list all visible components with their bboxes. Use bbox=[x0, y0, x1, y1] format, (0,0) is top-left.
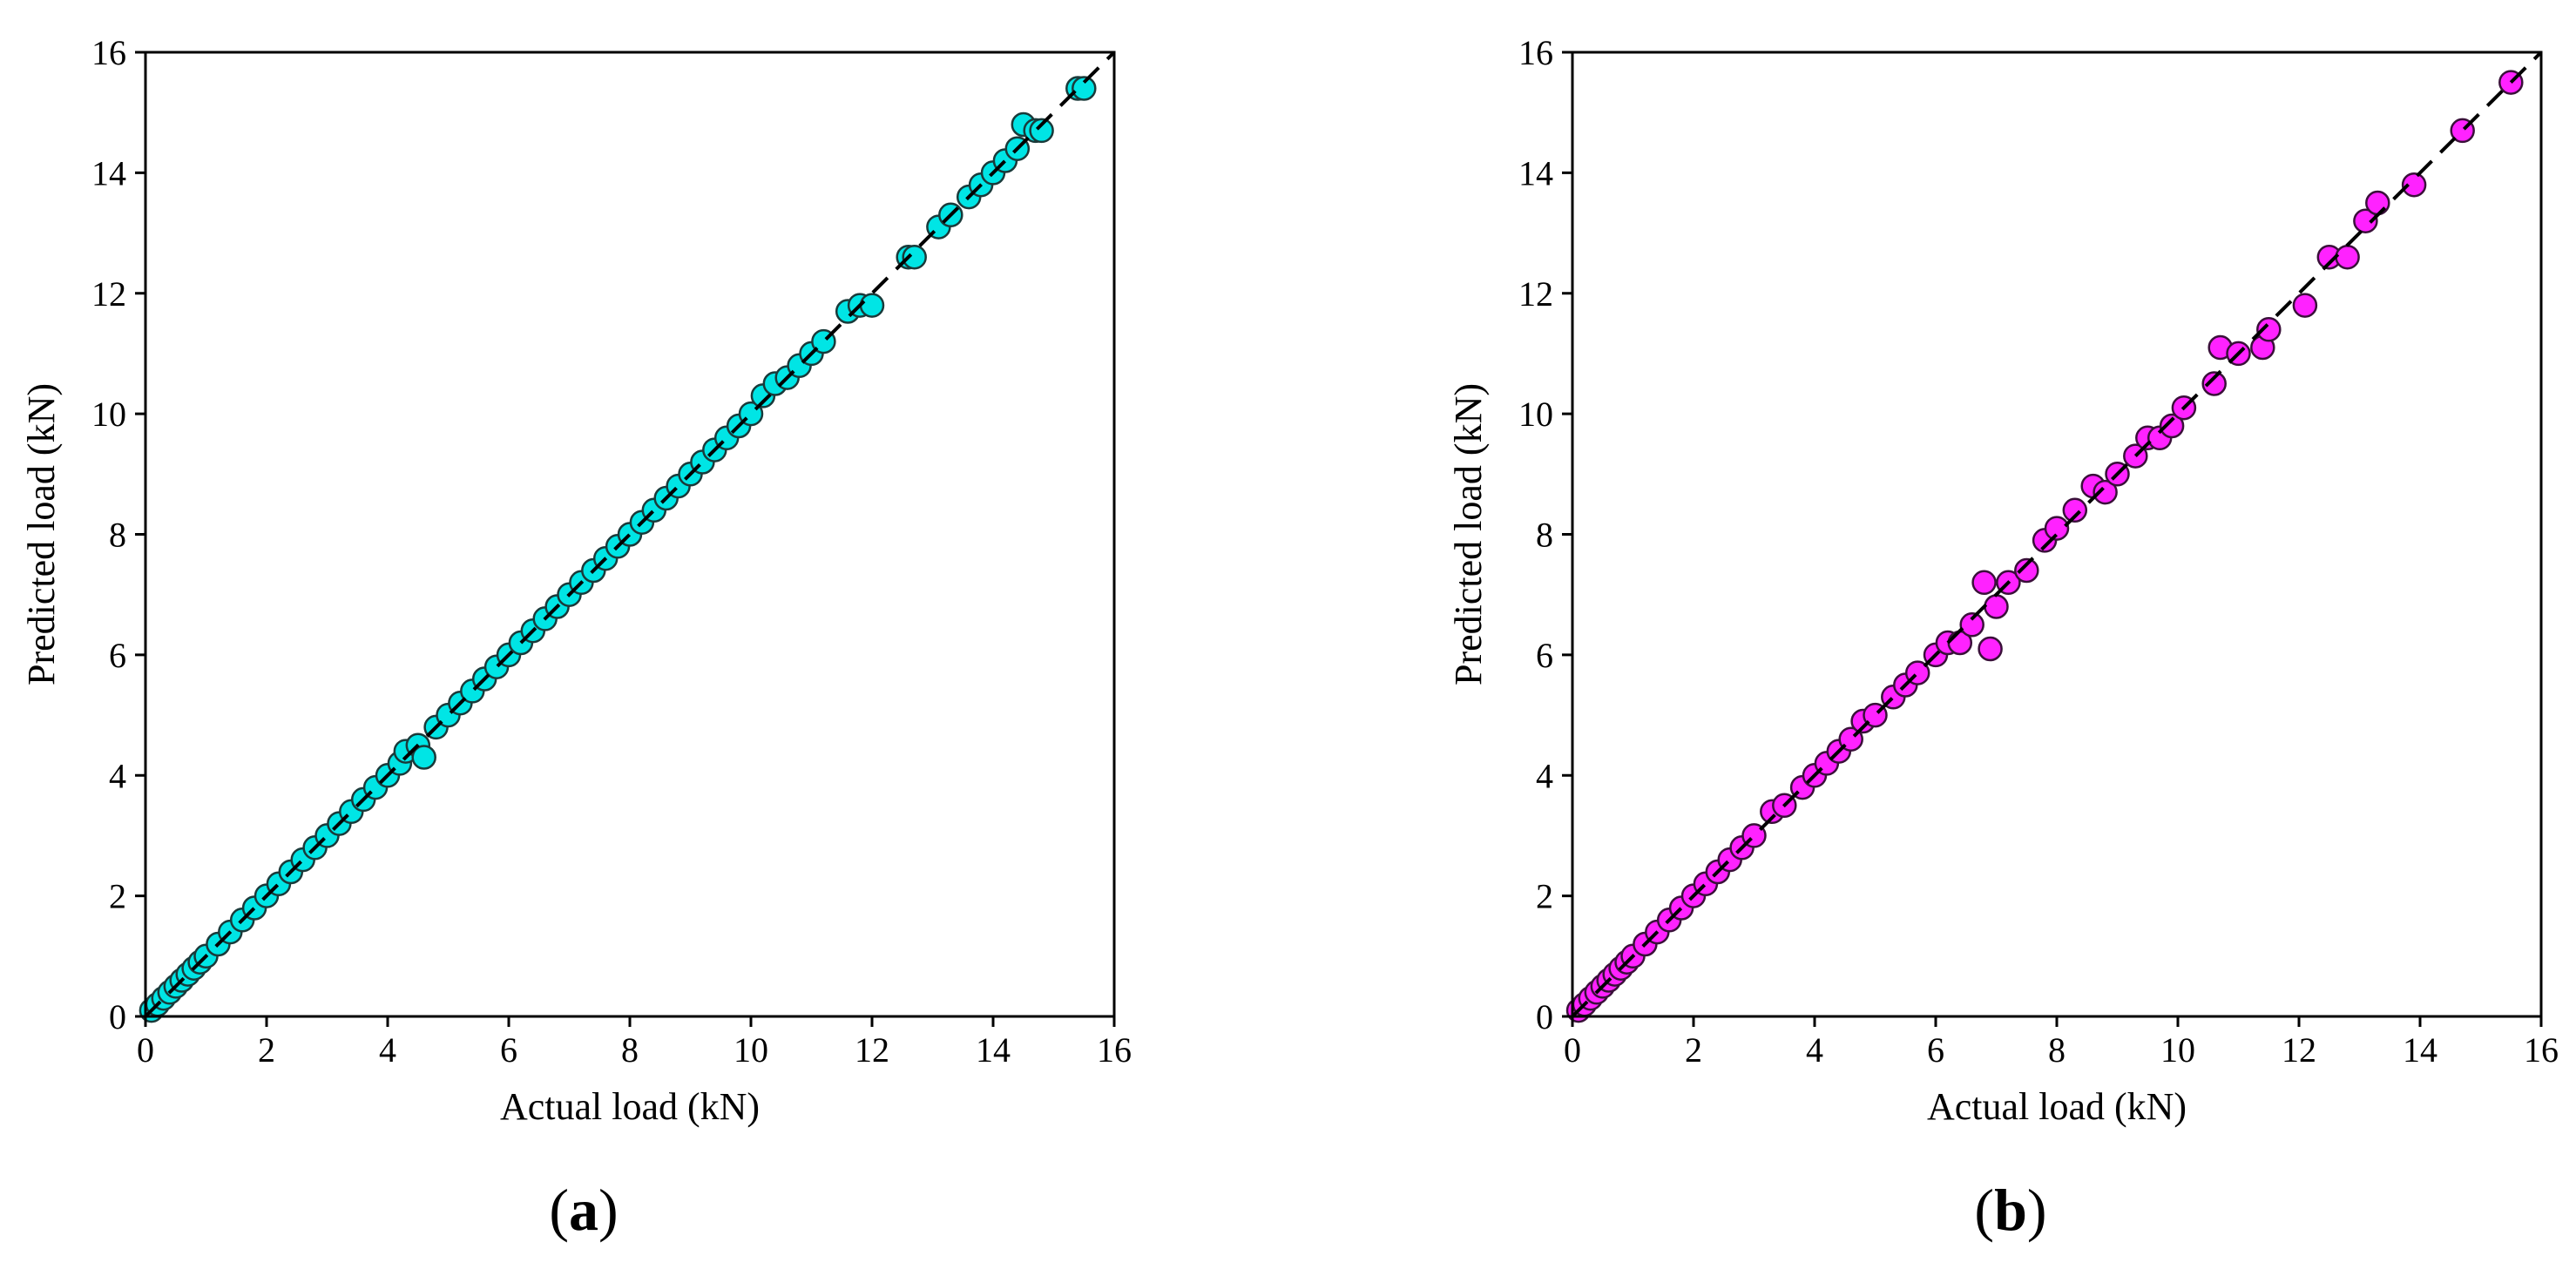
x-tick-label-b: 10 bbox=[2160, 1030, 2195, 1070]
scatter-point-b bbox=[2256, 317, 2282, 342]
scatter-point-b bbox=[2365, 190, 2390, 216]
x-tick-label-a: 16 bbox=[1097, 1030, 1132, 1070]
identity-reference-line-b bbox=[1571, 51, 2543, 1018]
scatter-point-b bbox=[2401, 172, 2427, 198]
scatter-point-b bbox=[2201, 371, 2227, 396]
y-axis-ticks-b: 0 2 4 6 8 10 12 14 16 bbox=[1518, 33, 1572, 1036]
x-tick-label-a: 4 bbox=[379, 1030, 396, 1070]
scatter-point-b bbox=[2062, 497, 2088, 523]
scatter-point-b bbox=[1971, 570, 1997, 596]
y-tick-label-a: 4 bbox=[109, 756, 126, 795]
x-axis-title-a: Actual load (kN) bbox=[500, 1085, 760, 1128]
panel-label-b: (b) bbox=[1974, 1177, 2046, 1243]
scatter-panel-a: 0 2 4 6 8 10 12 14 16 0 2 4 6 8 10 12 14 16 Actual load … bbox=[20, 33, 1132, 1243]
y-tick-label-a: 0 bbox=[109, 997, 126, 1036]
scatter-point-a bbox=[859, 293, 885, 318]
x-tick-label-b: 14 bbox=[2403, 1030, 2437, 1070]
y-tick-label-b: 6 bbox=[1536, 636, 1553, 675]
identity-reference-line-a bbox=[144, 51, 1116, 1018]
x-tick-label-a: 6 bbox=[500, 1030, 517, 1070]
x-axis-ticks-b: 0 2 4 6 8 10 12 14 16 bbox=[1564, 1016, 2559, 1070]
scatter-point-b bbox=[1959, 612, 1984, 638]
scatter-point-b bbox=[2044, 516, 2070, 541]
x-tick-label-b: 2 bbox=[1685, 1030, 1702, 1070]
y-tick-label-a: 8 bbox=[109, 516, 126, 555]
scatter-point-b bbox=[2292, 293, 2318, 318]
scatter-panel-b: 0 2 4 6 8 10 12 14 16 0 2 4 6 8 10 12 14 16 Actual load … bbox=[1447, 33, 2559, 1243]
y-axis-ticks-a: 0 2 4 6 8 10 12 14 16 bbox=[91, 33, 145, 1036]
scatter-point-b bbox=[2093, 479, 2118, 505]
x-tick-label-a: 8 bbox=[621, 1030, 639, 1070]
x-tick-label-b: 6 bbox=[1927, 1030, 1944, 1070]
y-tick-label-a: 2 bbox=[109, 877, 126, 916]
x-tick-label-b: 0 bbox=[1564, 1030, 1581, 1070]
scatter-point-a bbox=[1072, 76, 1097, 101]
x-tick-label-a: 0 bbox=[137, 1030, 154, 1070]
x-tick-label-a: 14 bbox=[976, 1030, 1011, 1070]
y-tick-label-a: 14 bbox=[91, 153, 126, 192]
y-tick-label-b: 10 bbox=[1518, 395, 1553, 434]
x-tick-label-b: 12 bbox=[2282, 1030, 2316, 1070]
y-tick-label-b: 4 bbox=[1536, 756, 1553, 795]
scatter-point-b bbox=[1984, 594, 2009, 619]
x-axis-title-b: Actual load (kN) bbox=[1927, 1085, 2187, 1128]
y-tick-label-a: 10 bbox=[91, 395, 126, 434]
x-tick-label-b: 4 bbox=[1806, 1030, 1823, 1070]
scatter-point-a bbox=[411, 745, 436, 770]
y-tick-label-b: 14 bbox=[1518, 153, 1553, 192]
x-tick-label-a: 2 bbox=[258, 1030, 275, 1070]
y-tick-label-b: 2 bbox=[1536, 877, 1553, 916]
y-tick-label-b: 8 bbox=[1536, 516, 1553, 555]
y-tick-label-a: 6 bbox=[109, 636, 126, 675]
y-tick-label-b: 16 bbox=[1518, 33, 1553, 72]
y-axis-title-b: Predicted load (kN) bbox=[1447, 383, 1490, 685]
panel-label-a: (a) bbox=[549, 1177, 618, 1243]
x-tick-label-a: 10 bbox=[734, 1030, 768, 1070]
y-tick-label-b: 12 bbox=[1518, 274, 1553, 314]
scatter-points-a bbox=[139, 76, 1097, 1023]
y-tick-label-b: 0 bbox=[1536, 997, 1553, 1036]
panel-letter-b: b bbox=[1994, 1177, 2027, 1243]
y-tick-label-a: 16 bbox=[91, 33, 126, 72]
scatter-point-b bbox=[1978, 636, 2003, 662]
y-tick-label-a: 12 bbox=[91, 274, 126, 314]
y-axis-title-a: Predicted load (kN) bbox=[20, 383, 63, 685]
x-tick-label-a: 12 bbox=[855, 1030, 889, 1070]
x-axis-ticks-a: 0 2 4 6 8 10 12 14 16 bbox=[137, 1016, 1132, 1070]
scatter-point-b bbox=[2353, 208, 2378, 233]
scatter-point-b bbox=[2159, 413, 2185, 439]
scatter-point-a bbox=[902, 244, 927, 270]
x-tick-label-b: 8 bbox=[2048, 1030, 2066, 1070]
scatter-point-a bbox=[1029, 118, 1054, 144]
scatter-point-b bbox=[2014, 557, 2039, 584]
panel-letter-a: a bbox=[569, 1177, 598, 1243]
x-tick-label-b: 16 bbox=[2524, 1030, 2559, 1070]
scatter-point-b bbox=[2335, 244, 2360, 270]
